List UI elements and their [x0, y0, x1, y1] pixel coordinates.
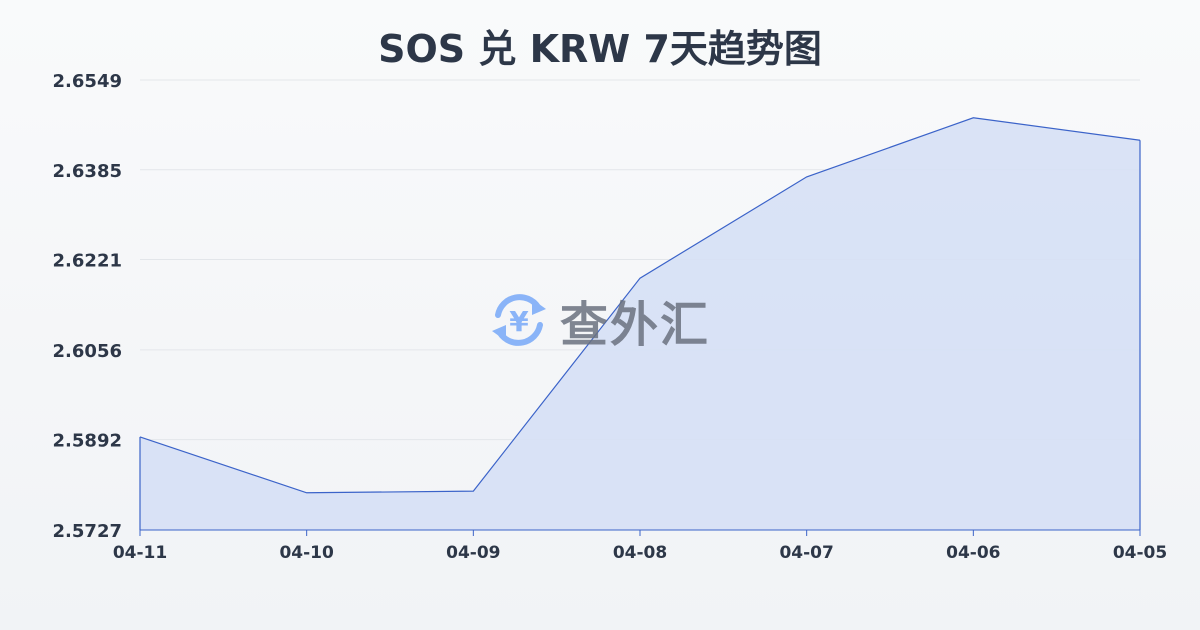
watermark: ¥ 查外汇 [488, 285, 710, 355]
x-tick-label: 04-07 [779, 543, 833, 563]
yen-exchange-icon: ¥ [492, 294, 546, 346]
y-tick-label: 2.5727 [53, 521, 122, 542]
y-tick-label: 2.6221 [53, 251, 122, 272]
y-tick-label: 2.6549 [53, 71, 122, 92]
x-tick-label: 04-10 [279, 543, 334, 563]
x-tick-label: 04-06 [946, 543, 1000, 563]
svg-text:¥: ¥ [509, 305, 529, 338]
chart-title: SOS 兑 KRW 7天趋势图 [378, 27, 822, 71]
watermark-text: 查外汇 [560, 297, 711, 353]
y-tick-label: 2.5892 [53, 431, 122, 452]
x-tick-label: 04-09 [446, 543, 500, 563]
x-tick-label: 04-08 [613, 543, 667, 563]
y-tick-label: 2.6056 [53, 341, 122, 362]
area-fill [140, 117, 1140, 531]
y-tick-label: 2.6385 [53, 161, 122, 182]
x-tick-label: 04-05 [1113, 543, 1167, 563]
x-tick-label: 04-11 [113, 543, 167, 563]
